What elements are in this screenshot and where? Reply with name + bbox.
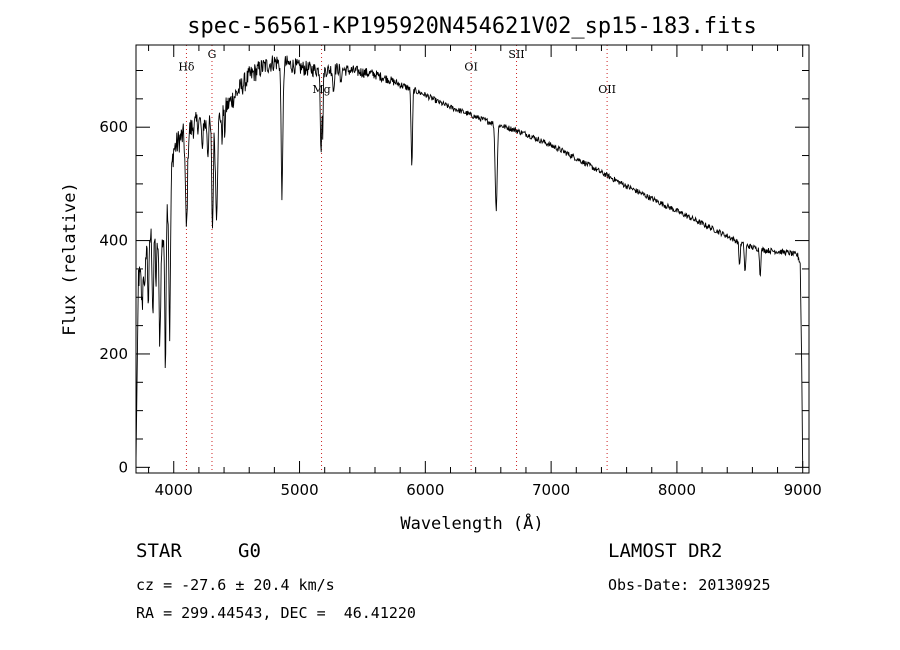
x-tick-label-1: 5000 bbox=[280, 481, 318, 499]
object-subclass: G0 bbox=[238, 540, 261, 562]
x-tick-label-2: 6000 bbox=[406, 481, 444, 499]
line-label-1: G bbox=[208, 48, 217, 61]
line-label-5: OII bbox=[598, 83, 616, 96]
chart-title: spec-56561-KP195920N454621V02_sp15-183.f… bbox=[187, 14, 757, 39]
y-axis-label: Flux (relative) bbox=[60, 182, 80, 336]
axis-ticks bbox=[136, 45, 809, 473]
x-tick-label-3: 7000 bbox=[532, 481, 570, 499]
x-tick-label-5: 9000 bbox=[784, 481, 822, 499]
redshift-velocity: cz = -27.6 ± 20.4 km/s bbox=[136, 576, 335, 594]
survey-name: LAMOST DR2 bbox=[608, 540, 723, 562]
line-label-2: Mg bbox=[312, 83, 330, 96]
y-tick-label-2: 400 bbox=[99, 232, 128, 250]
x-axis-label: Wavelength (Å) bbox=[400, 512, 543, 534]
y-tick-label-0: 0 bbox=[118, 458, 128, 476]
line-label-4: SII bbox=[508, 48, 524, 61]
x-tick-label-4: 8000 bbox=[658, 481, 696, 499]
line-label-0: Hδ bbox=[178, 61, 195, 74]
y-tick-label-1: 200 bbox=[99, 345, 128, 363]
x-tick-label-0: 4000 bbox=[155, 481, 193, 499]
line-label-3: OI bbox=[464, 61, 477, 74]
spectrum-line bbox=[135, 55, 804, 468]
observation-date: Obs-Date: 20130925 bbox=[608, 576, 771, 594]
plot-frame bbox=[135, 44, 810, 474]
coordinates: RA = 299.44543, DEC = 46.41220 bbox=[136, 604, 416, 622]
y-tick-labels: 0 200 400 600 bbox=[99, 118, 128, 476]
y-tick-label-3: 600 bbox=[99, 118, 128, 136]
x-tick-labels: 4000 5000 6000 7000 8000 9000 bbox=[155, 481, 822, 499]
spectral-line-markers: Hδ G Mg OI SII OII bbox=[178, 45, 616, 473]
object-class: STAR bbox=[136, 540, 182, 562]
